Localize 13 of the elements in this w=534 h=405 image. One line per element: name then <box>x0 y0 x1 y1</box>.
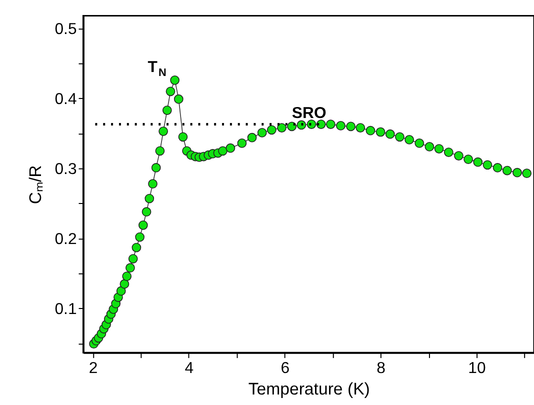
y-tick-label: 0.4 <box>54 90 77 108</box>
y-axis-title: Cₘ/R <box>26 165 45 204</box>
y-tick-label: 0.5 <box>54 20 77 38</box>
y-tick-label: 0.3 <box>54 160 77 178</box>
x-tick-label: 2 <box>88 360 98 377</box>
annotation: SRO <box>292 104 326 122</box>
x-axis-title: Temperature (K) <box>248 380 370 399</box>
x-tick-label: 4 <box>184 360 194 377</box>
x-tick-label: 6 <box>280 360 290 377</box>
x-tick-label: 10 <box>468 360 486 377</box>
x-tick-label: 8 <box>376 360 386 377</box>
y-tick-label: 0.1 <box>54 300 77 318</box>
y-tick-label: 0.2 <box>54 230 77 248</box>
